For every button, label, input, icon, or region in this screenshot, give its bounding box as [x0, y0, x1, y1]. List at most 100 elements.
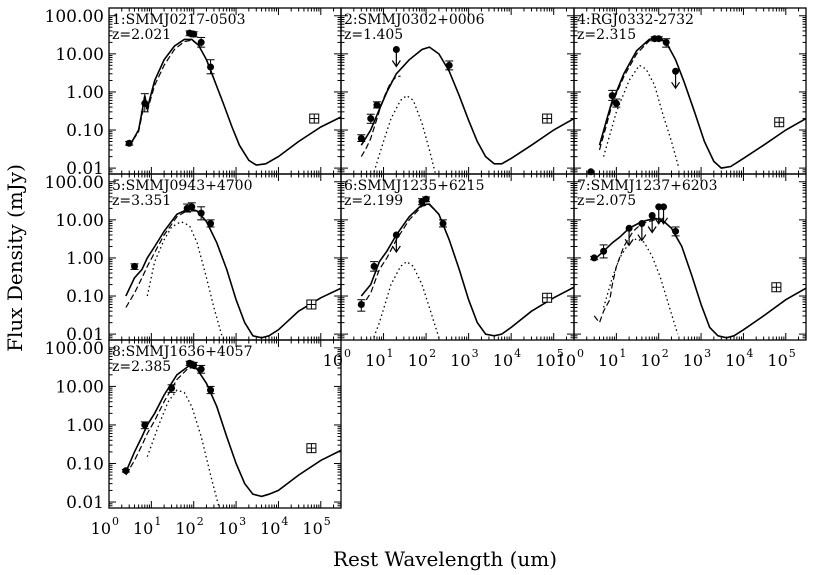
data-point — [655, 35, 663, 43]
y-tick-label: 1.00 — [66, 83, 104, 103]
x-tick-label-exponent: 0 — [112, 515, 119, 528]
upper-limit-arrow-head — [391, 245, 401, 254]
panel-frame — [108, 339, 342, 509]
total-model-line — [125, 38, 341, 166]
upper-limit-arrow-head — [671, 81, 681, 90]
x-axis-title: Rest Wavelength (um) — [333, 547, 557, 571]
y-tick-label: 0.01 — [66, 159, 104, 179]
panel-redshift: z=1.405 — [344, 27, 403, 43]
panel-label: 4:RGJ0332-2732 — [577, 12, 694, 28]
x-tick-label-exponent: 3 — [239, 515, 246, 528]
x-tick-label-exponent: 1 — [154, 515, 161, 528]
data-point — [207, 386, 215, 394]
y-tick-label: 10.00 — [55, 211, 104, 231]
stellar-model-line — [593, 219, 663, 324]
x-tick-label: 10 — [767, 351, 787, 370]
x-tick-label: 10 — [450, 351, 470, 370]
y-tick-label: 0.01 — [66, 493, 104, 513]
panel-label: 6:SMMJ1235+6215 — [344, 178, 485, 194]
x-tick-label-exponent: 4 — [514, 347, 521, 360]
data-point — [672, 227, 680, 235]
panel-1: 100.00 10.00 1.00 0.10 0.01 1:SMMJ0217-0503z=… — [45, 7, 342, 179]
upper-limit-arrow-head — [659, 217, 669, 225]
dust-model-line — [602, 237, 679, 335]
data-point — [141, 421, 149, 429]
data-point — [608, 92, 616, 100]
curves — [598, 36, 806, 169]
data-point — [357, 134, 365, 142]
data-point — [590, 254, 598, 262]
x-tick-label-exponent: 2 — [429, 347, 436, 360]
total-model-line — [360, 203, 574, 337]
upper-limit-arrow-head — [624, 238, 634, 247]
data-point — [131, 262, 139, 270]
stellar-model-line — [360, 204, 440, 308]
total-model-line — [360, 46, 574, 165]
x-tick-label: 10 — [91, 519, 111, 538]
panel-label: 8:SMMJ1636+4057 — [112, 344, 253, 360]
x-tick-label: 10 — [133, 519, 153, 538]
stellar-model-line — [125, 366, 198, 476]
data-point — [367, 115, 375, 123]
curves — [125, 38, 341, 166]
panel-redshift: z=2.385 — [112, 359, 171, 375]
dust-model-line — [372, 260, 440, 340]
x-tick-label: 10 — [683, 351, 703, 370]
x-tick-label: 10 — [725, 351, 745, 370]
total-model-line — [125, 207, 341, 339]
x-tick-label-exponent: 0 — [344, 347, 351, 360]
data-point — [190, 361, 198, 369]
upper-limit-arrow-head — [391, 60, 401, 68]
x-tick-label: 10 — [640, 351, 660, 370]
curves — [360, 46, 574, 174]
y-tick-label: 0.01 — [66, 325, 104, 345]
x-tick-label-exponent: 5 — [557, 347, 564, 360]
panel-redshift: z=3.351 — [112, 193, 171, 209]
data-point — [141, 99, 149, 107]
curves — [125, 364, 341, 508]
data-point — [370, 262, 378, 270]
x-tick-label-exponent: 1 — [387, 347, 394, 360]
data-point — [188, 203, 196, 211]
data-point — [125, 139, 133, 147]
x-tick-label-exponent: 2 — [197, 515, 204, 528]
curves — [593, 217, 806, 339]
data-point — [168, 384, 176, 392]
x-tick-label-exponent: 5 — [789, 347, 796, 360]
data-point — [197, 209, 205, 217]
x-tick-label: 10 — [556, 351, 576, 370]
y-tick-label: 100.00 — [45, 173, 104, 193]
x-tick-label: 10 — [218, 519, 238, 538]
y-tick-label: 10.00 — [55, 45, 104, 65]
panels-layer: 100.0010.001.000.100.011:SMMJ0217-0503z=… — [45, 7, 807, 538]
x-tick-label: 10 — [260, 519, 280, 538]
x-tick-label: 10 — [493, 351, 513, 370]
curves — [125, 207, 341, 340]
panel-redshift: z=2.021 — [112, 27, 171, 43]
stellar-model-line — [125, 208, 207, 308]
y-tick-label: 0.10 — [66, 287, 104, 307]
data-point — [197, 38, 205, 46]
panel-label: 5:SMMJ0943+4700 — [112, 178, 253, 194]
x-tick-label-exponent: 4 — [281, 515, 288, 528]
total-model-line — [593, 217, 806, 339]
dust-model-line — [373, 94, 437, 174]
upper-limit-arrow-head — [647, 226, 657, 234]
data-point — [122, 467, 130, 475]
x-tick-label: 10 — [365, 351, 385, 370]
y-axis-title: Flux Density (mJy) — [3, 164, 27, 352]
panel-label: 1:SMMJ0217-0503 — [112, 12, 246, 28]
curves — [360, 203, 574, 340]
data-point — [207, 220, 215, 228]
x-tick-label-exponent: 0 — [577, 347, 584, 360]
x-tick-label: 10 — [598, 351, 618, 370]
upper-limit-arrow-head — [637, 234, 647, 242]
total-model-line — [598, 36, 806, 169]
x-tick-label: 10 — [323, 351, 343, 370]
